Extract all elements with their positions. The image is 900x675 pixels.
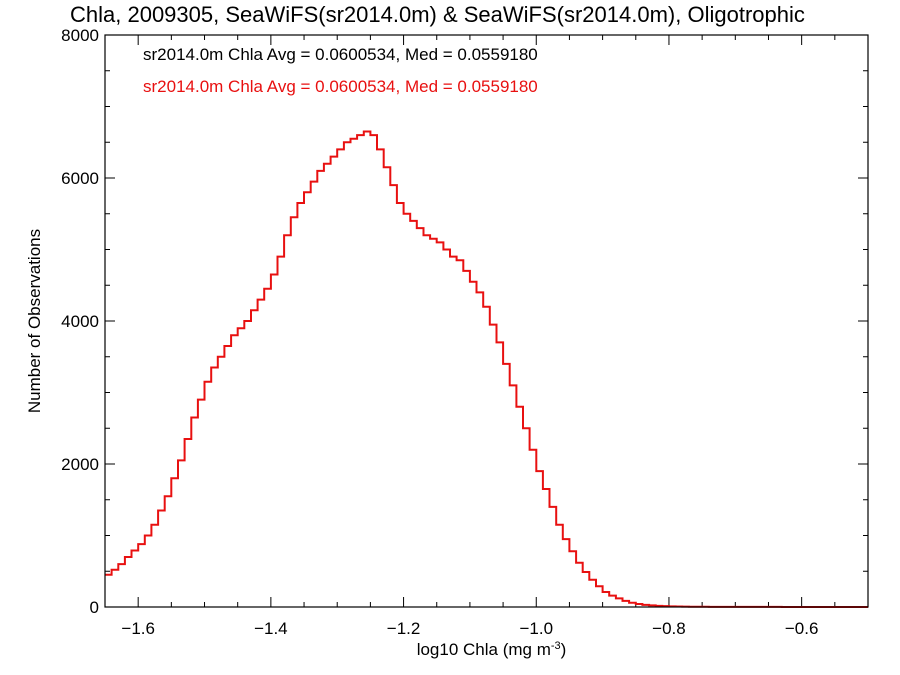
y-tick-label: 6000 [61, 169, 99, 188]
series-line [105, 130, 868, 608]
y-axis-ticks: 0 2000 4000 6000 8000 [61, 26, 868, 617]
series-layer [105, 130, 868, 608]
x-tick-label: −1.4 [254, 619, 288, 638]
plot-frame [104, 34, 869, 608]
y-tick-label: 8000 [61, 26, 99, 45]
x-tick-label: −1.2 [387, 619, 421, 638]
x-tick-label: −1.0 [519, 619, 553, 638]
x-tick-label: −0.8 [652, 619, 686, 638]
x-tick-label: −1.6 [121, 619, 155, 638]
x-axis-label: log10 Chla (mg m-3) [417, 640, 567, 659]
x-tick-label: −0.6 [785, 619, 819, 638]
legend-entry-black: sr2014.0m Chla Avg = 0.0600534, Med = 0.… [143, 45, 538, 64]
y-tick-label: 4000 [61, 312, 99, 331]
y-axis-label: Number of Observations [25, 229, 44, 413]
y-tick-label: 2000 [61, 455, 99, 474]
chart-title: Chla, 2009305, SeaWiFS(sr2014.0m) & SeaW… [70, 2, 805, 27]
x-axis-ticks: −1.6 −1.4 −1.2 −1.0 −0.8 −0.6 [104, 35, 869, 638]
y-tick-label: 0 [90, 598, 99, 617]
legend-entry-red: sr2014.0m Chla Avg = 0.0600534, Med = 0.… [143, 77, 538, 96]
